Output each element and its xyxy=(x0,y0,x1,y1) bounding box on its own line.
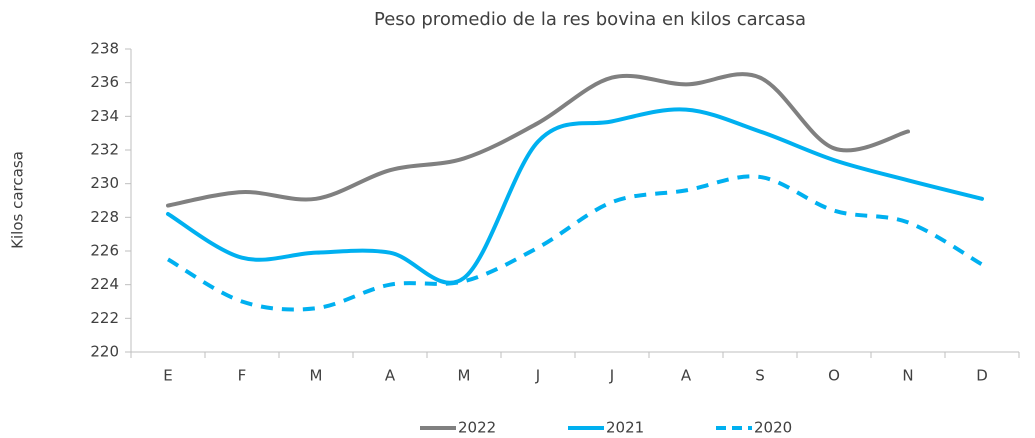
x-tick-label: F xyxy=(238,367,247,385)
y-tick-label: 224 xyxy=(90,275,119,293)
legend-label: 2022 xyxy=(458,419,496,437)
x-tick-label: S xyxy=(755,367,765,385)
chart-title: Peso promedio de la res bovina en kilos … xyxy=(374,9,806,30)
x-tick-label: J xyxy=(535,367,540,385)
x-tick-label: M xyxy=(310,367,323,385)
x-tick-label: E xyxy=(163,367,172,385)
x-tick-label: A xyxy=(681,367,692,385)
x-tick-label: A xyxy=(385,367,396,385)
y-tick-label: 222 xyxy=(90,309,119,327)
legend-label: 2020 xyxy=(754,419,792,437)
legend-label: 2021 xyxy=(606,419,644,437)
y-tick-label: 236 xyxy=(90,73,119,91)
series-line xyxy=(166,72,910,208)
series-line xyxy=(167,174,983,312)
y-tick-label: 228 xyxy=(90,208,119,226)
x-tick-label: J xyxy=(609,367,614,385)
y-tick-label: 220 xyxy=(90,343,119,361)
x-tick-label: N xyxy=(902,367,913,385)
x-tick-label: D xyxy=(976,367,988,385)
y-tick-label: 230 xyxy=(90,174,119,192)
y-axis-label: Kilos carcasa xyxy=(9,151,27,249)
x-tick-label: O xyxy=(828,367,840,385)
x-tick-label: M xyxy=(458,367,471,385)
y-tick-label: 234 xyxy=(90,107,119,125)
series-line xyxy=(166,107,984,285)
y-tick-label: 226 xyxy=(90,242,119,260)
y-tick-label: 238 xyxy=(90,40,119,58)
y-tick-label: 232 xyxy=(90,141,119,159)
